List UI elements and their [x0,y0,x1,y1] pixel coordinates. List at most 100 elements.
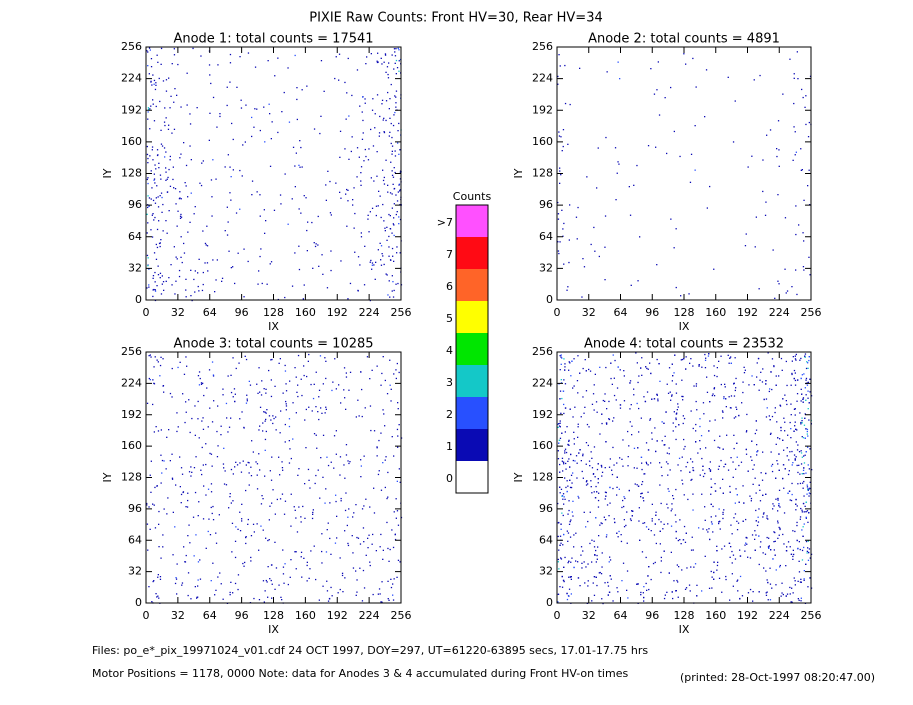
count-pixel [568,458,570,460]
count-pixel [274,541,276,543]
count-pixel [311,221,313,224]
count-pixel [670,86,672,89]
count-pixel [777,522,779,524]
count-pixel [392,296,395,298]
count-pixel [614,147,617,149]
count-pixel [790,428,792,430]
count-pixel [294,367,296,369]
count-pixel [583,511,585,513]
count-pixel [669,391,671,393]
count-pixel [557,535,559,538]
count-pixel [755,520,757,522]
count-pixel [561,460,563,462]
count-pixel [646,463,648,465]
count-pixel [201,420,203,422]
x-tick-label: 128 [263,306,284,319]
count-pixel [695,86,697,88]
count-pixel [360,465,362,467]
count-pixel [789,421,791,424]
count-pixel [352,552,354,554]
count-pixel [616,532,618,534]
count-pixel [619,404,622,406]
count-pixel [380,601,382,603]
count-pixel [318,418,320,421]
count-pixel [382,409,384,411]
count-pixel [557,213,560,215]
count-pixel [765,493,767,495]
count-pixel [245,402,248,404]
count-pixel [262,498,264,500]
count-pixel [717,446,719,448]
count-pixel [343,389,345,391]
count-pixel [297,384,299,386]
count-pixel [180,502,182,504]
count-pixel [568,439,570,441]
count-pixel [282,469,284,471]
count-pixel [398,49,400,51]
count-pixel [313,128,316,130]
count-pixel [602,602,604,605]
count-pixel [807,435,809,437]
count-pixel [570,474,573,476]
count-pixel [800,400,802,402]
count-pixel [791,493,793,496]
count-pixel [608,466,611,468]
count-pixel [247,518,249,521]
count-pixel [573,566,575,569]
count-pixel [750,497,753,500]
count-pixel [680,359,682,361]
count-pixel [353,512,355,514]
count-pixel [396,362,398,365]
count-pixel [602,399,604,402]
count-pixel [767,599,769,601]
count-pixel [650,68,652,70]
count-pixel [335,182,337,184]
count-pixel [240,99,242,101]
count-pixel [279,432,281,434]
count-pixel [268,415,271,417]
count-pixel [377,52,379,54]
count-pixel [803,473,805,475]
count-pixel [666,452,668,454]
count-pixel [564,383,567,385]
count-pixel [654,427,656,429]
count-pixel [216,456,219,458]
count-pixel [770,549,772,551]
count-pixel [646,391,649,393]
count-pixel [753,79,755,81]
count-pixel [571,482,573,484]
count-pixel [789,593,791,595]
count-pixel [275,567,278,569]
count-pixel [157,574,159,576]
count-pixel [370,128,372,131]
count-pixel [153,83,155,85]
count-pixel [313,242,315,244]
count-pixel [593,576,596,578]
count-pixel [152,159,154,161]
count-pixel [561,432,563,434]
count-pixel [264,420,266,422]
count-pixel [792,592,794,594]
y-tick-label: 0 [135,293,142,306]
count-pixel [808,548,811,550]
count-pixel [197,561,200,563]
count-pixel [203,485,205,487]
count-pixel [284,364,286,367]
count-pixel [174,188,177,190]
count-pixel [245,536,247,538]
count-pixel [786,550,788,552]
count-pixel [777,463,779,465]
count-pixel [189,431,191,434]
count-pixel [345,372,347,374]
count-pixel [561,397,563,400]
count-pixel [636,164,638,167]
count-pixel [638,375,640,377]
count-pixel [573,534,575,536]
count-pixel [158,220,160,222]
count-pixel [152,277,154,279]
count-pixel [253,531,255,533]
count-pixel [698,365,700,367]
count-pixel [809,557,812,559]
count-pixel [382,203,384,206]
count-pixel [593,446,596,448]
